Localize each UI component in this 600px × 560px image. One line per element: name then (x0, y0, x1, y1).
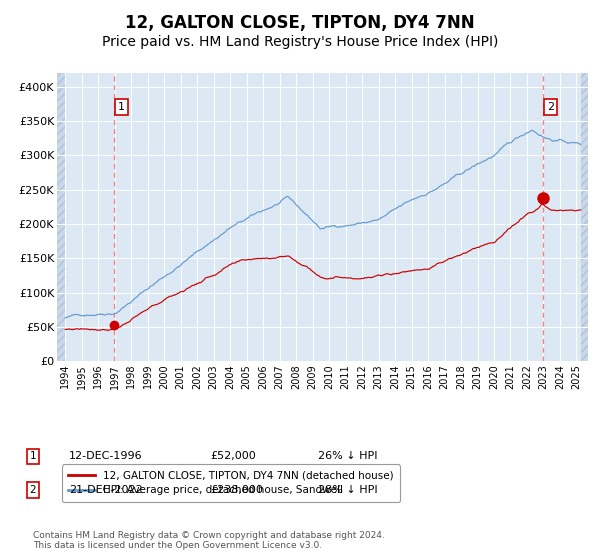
Text: 21-DEC-2022: 21-DEC-2022 (69, 485, 143, 495)
Text: Price paid vs. HM Land Registry's House Price Index (HPI): Price paid vs. HM Land Registry's House … (102, 35, 498, 49)
Text: 26% ↓ HPI: 26% ↓ HPI (318, 451, 377, 461)
Legend: 12, GALTON CLOSE, TIPTON, DY4 7NN (detached house), HPI: Average price, detached: 12, GALTON CLOSE, TIPTON, DY4 7NN (detac… (62, 464, 400, 502)
Text: 12-DEC-1996: 12-DEC-1996 (69, 451, 143, 461)
Text: 2: 2 (547, 102, 554, 112)
Bar (581, 73, 588, 361)
Text: £52,000: £52,000 (210, 451, 256, 461)
Bar (57, 73, 65, 361)
Text: 1: 1 (118, 102, 125, 112)
Text: 1: 1 (29, 451, 37, 461)
Text: 12, GALTON CLOSE, TIPTON, DY4 7NN: 12, GALTON CLOSE, TIPTON, DY4 7NN (125, 14, 475, 32)
Text: 2: 2 (29, 485, 37, 495)
Text: 28% ↓ HPI: 28% ↓ HPI (318, 485, 377, 495)
Text: Contains HM Land Registry data © Crown copyright and database right 2024.
This d: Contains HM Land Registry data © Crown c… (33, 531, 385, 550)
Text: £238,000: £238,000 (210, 485, 263, 495)
